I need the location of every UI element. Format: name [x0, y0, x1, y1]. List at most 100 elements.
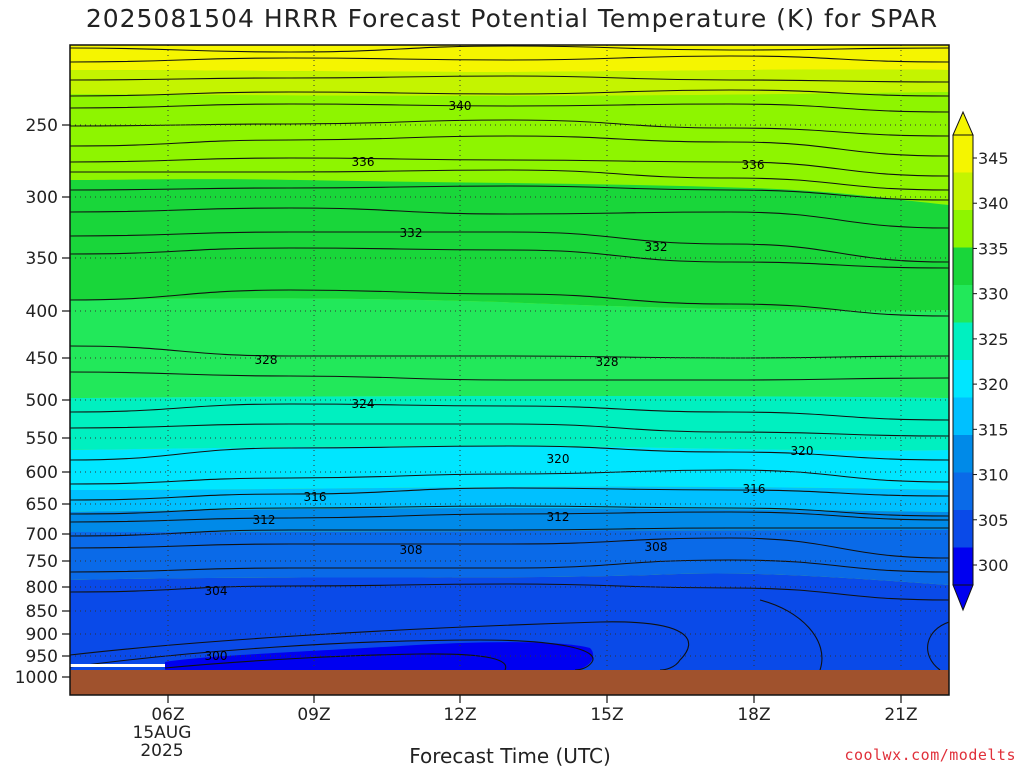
contour-label: 308: [400, 543, 423, 557]
colorbar-segment: [953, 172, 973, 211]
y-tick-label: 650: [26, 495, 58, 515]
surface-contour: [759, 599, 823, 670]
band-aqua: [70, 396, 949, 451]
colorbar-segment: [953, 435, 973, 473]
x-tick-label: 06Z: [151, 705, 184, 725]
contour-label: 320: [547, 452, 570, 466]
y-tick-label: 550: [26, 429, 58, 449]
surface-contour: [70, 621, 690, 670]
colorbar-segment: [953, 322, 973, 361]
y-tick-label: 450: [26, 349, 58, 369]
isentrope-line: [70, 537, 949, 559]
isentrope-line: [70, 185, 949, 201]
colorbar-bottom-arrow: [952, 584, 974, 612]
isentrope-line: [70, 55, 949, 63]
y-tick-label: 850: [26, 602, 58, 622]
isentrope-line: [70, 207, 949, 229]
colorbar-segment: [953, 397, 973, 436]
isentrope-line: [70, 583, 949, 601]
surface-contour: [164, 653, 507, 670]
contour-label: 336: [742, 158, 765, 172]
band-green: [70, 179, 949, 311]
isentrope-line: [70, 487, 949, 501]
contour-label: 336: [352, 155, 375, 169]
colorbar: 345 340 335 330 325 320 315 310 305 300: [952, 110, 1009, 612]
isentrope-line: [70, 247, 949, 269]
colorbar-label: 335: [978, 239, 1009, 258]
isentrope-line: [70, 89, 949, 97]
y-tick-label: 500: [26, 391, 58, 411]
y-tick-label: 300: [26, 188, 58, 208]
isentrope-line: [70, 169, 949, 191]
isentrope-line: [70, 445, 949, 461]
colorbar-label: 330: [978, 285, 1009, 304]
chart-title: 2025081504 HRRR Forecast Potential Tempe…: [85, 4, 939, 33]
contour-label: 300: [205, 649, 228, 663]
isentrope-line: [70, 403, 949, 421]
colorbar-label: 325: [978, 330, 1009, 349]
x-tick-label: 09Z: [297, 705, 330, 725]
y-tick-label: 700: [26, 525, 58, 545]
x-tick-label: 12Z: [443, 705, 476, 725]
ground-terrain: [70, 670, 949, 695]
colorbar-segment: [953, 285, 973, 323]
ground-edge: [70, 664, 165, 667]
isentrope-line: [70, 119, 949, 137]
y-tick-label: 400: [26, 302, 58, 322]
isentrope-line: [70, 103, 949, 113]
y-tick-label: 1000: [15, 668, 58, 688]
colorbar-label: 315: [978, 420, 1009, 439]
band-yellow-green: [70, 69, 949, 96]
colorbar-label: 305: [978, 511, 1009, 530]
colorbar-segment: [953, 472, 973, 511]
isentrope-line: [70, 289, 949, 317]
isentrope-line: [70, 559, 949, 573]
colorbar-segment: [953, 360, 973, 398]
contour-label: 316: [743, 482, 766, 496]
band-light-blue: [70, 486, 949, 512]
contour-lines: [70, 45, 949, 670]
grid-lines: [70, 45, 949, 670]
colorbar-label: 310: [978, 466, 1009, 485]
x-axis-label: Forecast Time (UTC): [409, 744, 611, 768]
y-tick-label: 750: [26, 552, 58, 572]
isentrope-line: [70, 157, 949, 177]
contour-label: 312: [547, 510, 570, 524]
x-tick-sublabel: 2025: [140, 741, 183, 761]
colorbar-label: 320: [978, 375, 1009, 394]
band-bright-green: [70, 92, 949, 205]
isentrope-line: [70, 371, 949, 381]
contour-label: 332: [645, 240, 668, 254]
y-tick-label: 900: [26, 625, 58, 645]
isentrope-line: [70, 231, 949, 263]
colorbar-frame: [952, 134, 974, 586]
isentrope-line: [70, 505, 949, 517]
plot-frame: [69, 44, 950, 696]
credit-text: coolwx.com/modelts: [844, 746, 1016, 764]
band-coldest: [165, 642, 594, 670]
x-tick-sublabel: 15AUG: [133, 723, 192, 743]
y-tick-label: 250: [26, 116, 58, 136]
contour-label: 328: [255, 353, 278, 367]
surface-contour: [927, 621, 949, 670]
contour-label: 332: [400, 226, 423, 240]
colorbar-label: 345: [978, 149, 1009, 168]
contour-labels: 340 336 336 332 332 328 328 324 320 320 316 316 312 3…: [205, 99, 814, 663]
contour-label: 328: [596, 355, 619, 369]
contour-label: 320: [791, 444, 814, 458]
contour-label: 308: [645, 540, 668, 554]
colorbar-segment: [953, 247, 973, 286]
x-tick-label: 21Z: [884, 705, 917, 725]
contour-label: 340: [449, 99, 472, 113]
isentrope-line: [70, 345, 949, 359]
x-tick-label: 18Z: [737, 705, 770, 725]
contour-label: 316: [304, 490, 327, 504]
colorbar-top-arrow: [952, 110, 974, 136]
band-cyan: [70, 446, 949, 490]
colorbar-segment: [953, 210, 973, 248]
colorbar-segment: [953, 547, 973, 586]
colorbar-segment: [953, 510, 973, 548]
colorbar-label: 300: [978, 556, 1009, 575]
y-tick-label: 350: [26, 249, 58, 269]
